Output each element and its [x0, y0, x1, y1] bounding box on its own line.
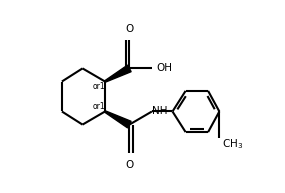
- Text: CH$_3$: CH$_3$: [222, 137, 243, 151]
- Text: or1: or1: [93, 82, 105, 91]
- Text: NH: NH: [152, 106, 168, 116]
- Polygon shape: [105, 111, 131, 128]
- Text: O: O: [125, 160, 133, 170]
- Text: or1: or1: [93, 102, 105, 111]
- Polygon shape: [105, 65, 131, 82]
- Text: OH: OH: [156, 63, 172, 73]
- Text: O: O: [125, 24, 133, 34]
